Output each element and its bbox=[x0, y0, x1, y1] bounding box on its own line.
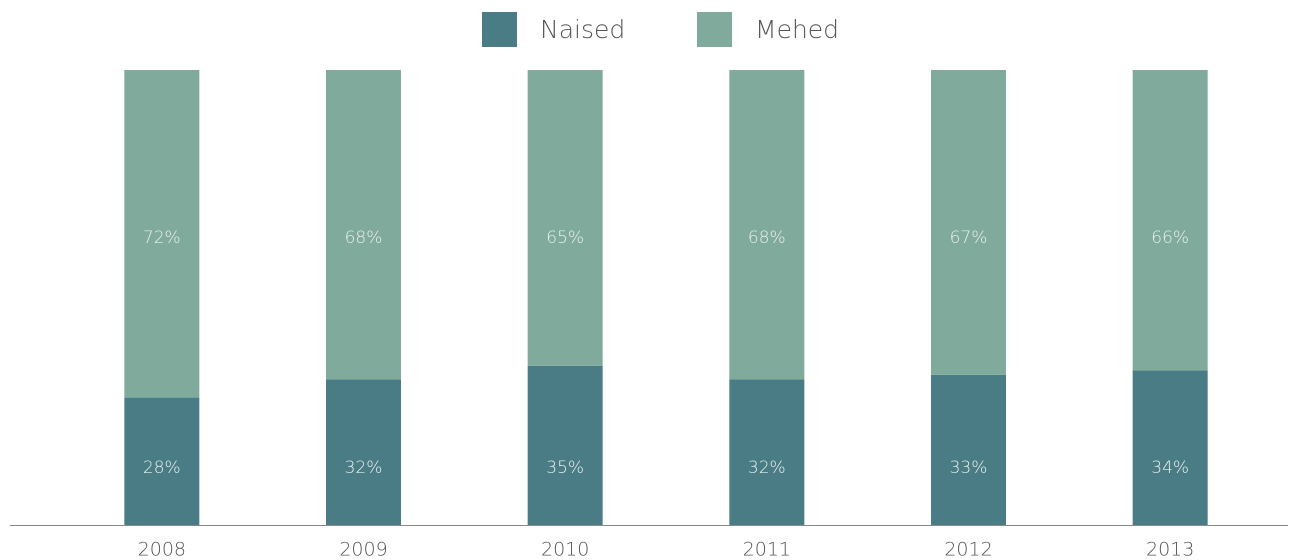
bar-segment bbox=[931, 70, 1006, 375]
x-tick-label: 2013 bbox=[1146, 539, 1194, 560]
bar-segment bbox=[124, 397, 200, 525]
value-label: 33% bbox=[950, 458, 988, 478]
value-label: 68% bbox=[748, 228, 786, 248]
legend-swatch bbox=[697, 12, 732, 47]
value-label: 35% bbox=[546, 458, 584, 478]
legend-label: Mehed bbox=[755, 15, 839, 44]
bar-segment bbox=[527, 365, 603, 525]
value-label: 67% bbox=[950, 228, 988, 248]
value-label: 66% bbox=[1151, 228, 1189, 248]
bar-segment bbox=[326, 70, 401, 380]
value-label: 34% bbox=[1151, 458, 1189, 478]
value-label: 68% bbox=[345, 228, 383, 248]
bar-segment bbox=[124, 70, 200, 398]
x-tick-label: 2012 bbox=[944, 539, 992, 560]
x-tick-label: 2009 bbox=[339, 539, 387, 560]
bar-segment bbox=[1132, 370, 1208, 525]
value-label: 32% bbox=[345, 458, 383, 478]
bar-segment bbox=[729, 70, 805, 380]
legend-label: Naised bbox=[540, 15, 625, 44]
value-label: 32% bbox=[748, 458, 786, 478]
value-label: 28% bbox=[143, 458, 181, 478]
bar-segment bbox=[931, 374, 1006, 525]
x-tick-label: 2008 bbox=[138, 539, 186, 560]
bar-segment bbox=[1132, 70, 1208, 371]
bar-segment bbox=[326, 379, 401, 525]
legend-swatch bbox=[482, 12, 517, 47]
bar-segment bbox=[527, 70, 603, 366]
x-tick-label: 2010 bbox=[541, 539, 589, 560]
x-tick-label: 2011 bbox=[743, 539, 791, 560]
bar-segment bbox=[729, 379, 805, 525]
value-label: 65% bbox=[546, 228, 584, 248]
value-label: 72% bbox=[143, 228, 181, 248]
